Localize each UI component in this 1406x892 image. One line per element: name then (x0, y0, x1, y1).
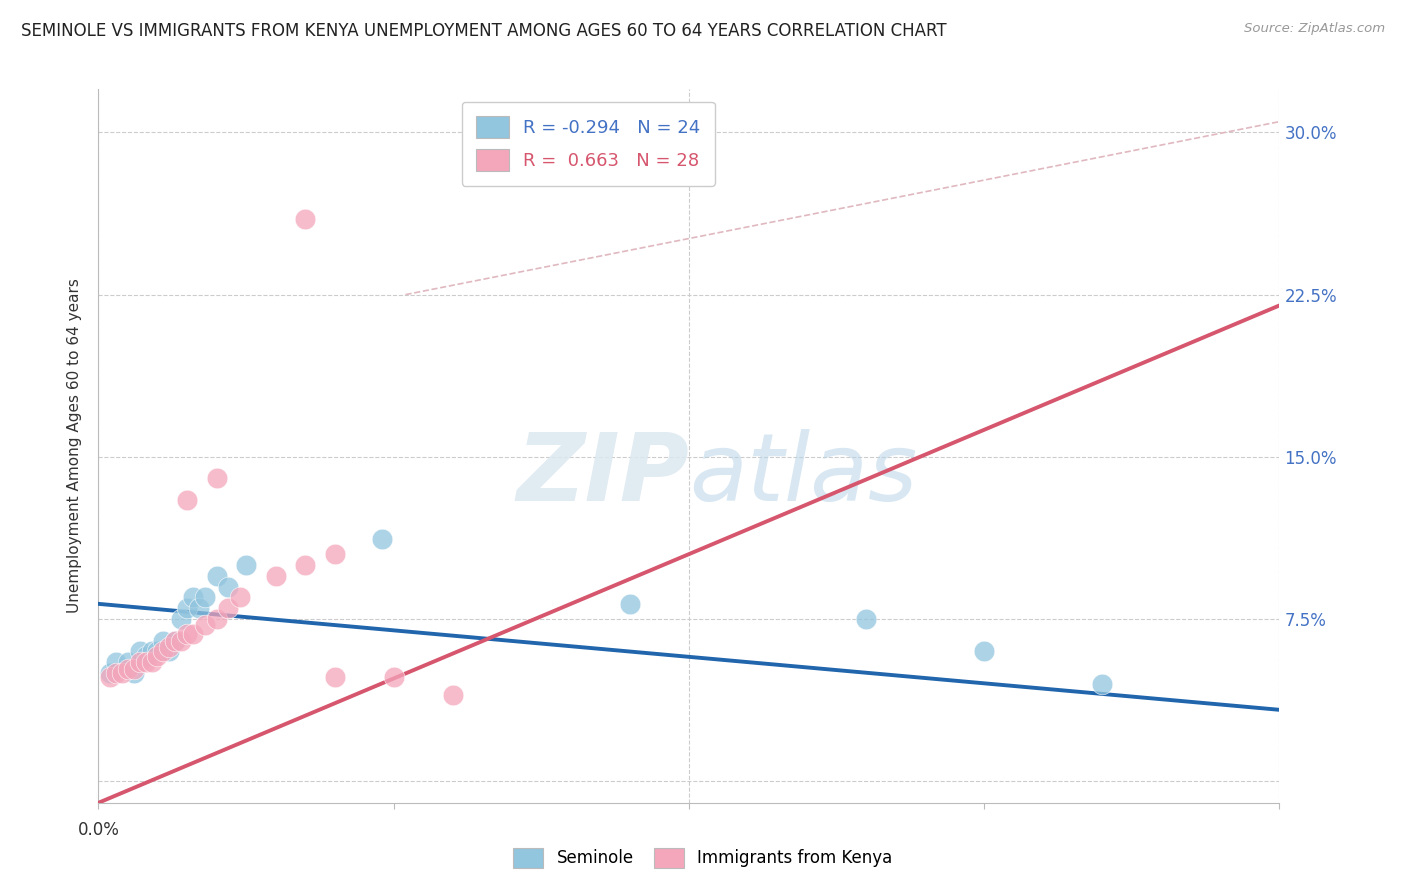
Point (235, 558, 257, 572)
Point (229, 591, 252, 605)
Point (146, 648, 169, 663)
Point (105, 666, 128, 681)
Point (111, 666, 134, 681)
Point (176, 627, 198, 641)
Point (128, 655, 150, 669)
Point (176, 493, 198, 508)
Point (146, 644, 169, 658)
Text: 0.0%: 0.0% (77, 821, 120, 838)
Text: atlas: atlas (689, 429, 917, 520)
Point (152, 633, 174, 648)
Point (135, 655, 157, 669)
Point (194, 591, 217, 605)
Point (1091, 677, 1114, 691)
Point (122, 662, 145, 676)
Point (441, 688, 464, 702)
Point (264, 568, 287, 582)
Point (170, 633, 193, 648)
Point (157, 644, 180, 658)
Point (619, 597, 641, 611)
Y-axis label: Unemployment Among Ages 60 to 64 years: Unemployment Among Ages 60 to 64 years (67, 278, 83, 614)
Point (141, 644, 163, 658)
Point (217, 601, 239, 615)
Point (323, 547, 346, 561)
Point (217, 580, 239, 594)
Point (105, 655, 128, 669)
Point (855, 612, 877, 626)
Point (181, 627, 204, 641)
Point (157, 640, 180, 654)
Text: SEMINOLE VS IMMIGRANTS FROM KENYA UNEMPLOYMENT AMONG AGES 60 TO 64 YEARS CORRELA: SEMINOLE VS IMMIGRANTS FROM KENYA UNEMPL… (21, 22, 946, 40)
Point (205, 568, 228, 582)
Point (973, 644, 995, 658)
Point (117, 662, 139, 676)
Point (205, 612, 228, 626)
Point (294, 558, 316, 572)
Point (323, 670, 346, 684)
Point (294, 211, 316, 226)
Point (194, 618, 217, 632)
Point (205, 471, 228, 485)
Point (128, 644, 150, 658)
Text: ZIP: ZIP (516, 428, 689, 521)
Point (152, 644, 174, 658)
Point (170, 612, 193, 626)
Point (176, 601, 198, 615)
Point (135, 648, 157, 663)
Point (165, 633, 187, 648)
Point (382, 670, 405, 684)
Point (141, 655, 163, 669)
Point (98, 670, 121, 684)
Legend: R = -0.294   N = 24, R =  0.663   N = 28: R = -0.294 N = 24, R = 0.663 N = 28 (461, 102, 714, 186)
Text: Source: ZipAtlas.com: Source: ZipAtlas.com (1244, 22, 1385, 36)
Point (165, 633, 187, 648)
Point (117, 655, 139, 669)
Point (181, 591, 204, 605)
Point (122, 666, 145, 681)
Legend: Seminole, Immigrants from Kenya: Seminole, Immigrants from Kenya (506, 841, 900, 875)
Point (98, 666, 121, 681)
Point (187, 601, 209, 615)
Point (371, 532, 394, 546)
